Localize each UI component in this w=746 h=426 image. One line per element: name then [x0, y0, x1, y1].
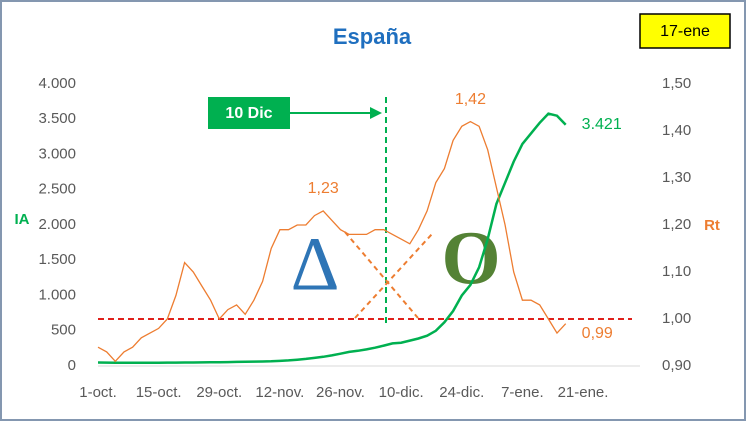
value-label: 3.421	[582, 116, 622, 133]
x-tick-label: 1-oct.	[79, 384, 117, 401]
y2-tick-label: 0,90	[662, 357, 691, 374]
value-label: 1,42	[455, 91, 486, 108]
y2-tick-label: 1,30	[662, 169, 691, 186]
y2-tick-label: 1,40	[662, 122, 691, 139]
y2-tick-label: 1,50	[662, 75, 691, 92]
cross-line	[344, 231, 419, 319]
o-symbol: O	[441, 216, 500, 300]
y-tick-label: 2.000	[38, 216, 76, 233]
y2-axis-label: Rt	[704, 217, 720, 234]
x-tick-label: 21-ene.	[558, 384, 609, 401]
x-tick-label: 24-dic.	[439, 384, 484, 401]
y-tick-label: 1.500	[38, 251, 76, 268]
cross-line	[354, 233, 433, 319]
delta-symbol: Δ	[291, 222, 340, 306]
date-box-label: 17-ene	[660, 23, 710, 40]
x-tick-label: 12-nov.	[255, 384, 304, 401]
marker-arrowhead	[370, 107, 382, 119]
y-tick-label: 1.000	[38, 286, 76, 303]
y2-tick-label: 1,00	[662, 310, 691, 327]
series-line	[97, 120, 567, 363]
marker-box	[208, 97, 290, 129]
x-tick-label: 26-nov.	[316, 384, 365, 401]
value-label: 0,99	[582, 325, 613, 342]
y2-tick-label: 1,10	[662, 263, 691, 280]
x-tick-label: 7-ene.	[501, 384, 544, 401]
y-tick-label: 0	[68, 357, 76, 374]
y-tick-label: 500	[51, 322, 76, 339]
x-tick-label: 29-oct.	[196, 384, 242, 401]
x-tick-label: 15-oct.	[136, 384, 182, 401]
x-tick-label: 10-dic.	[379, 384, 424, 401]
date-box	[639, 13, 731, 49]
series-line	[97, 112, 567, 365]
y-tick-label: 2.500	[38, 181, 76, 198]
y-tick-label: 3.500	[38, 110, 76, 127]
y2-tick-label: 1,20	[662, 216, 691, 233]
value-label: 1,23	[308, 180, 339, 197]
marker-label: 10 Dic	[225, 105, 272, 122]
chart-title: España	[333, 24, 412, 49]
y-tick-label: 4.000	[38, 75, 76, 92]
y-axis-label: IA	[15, 211, 30, 228]
y-tick-label: 3.000	[38, 145, 76, 162]
